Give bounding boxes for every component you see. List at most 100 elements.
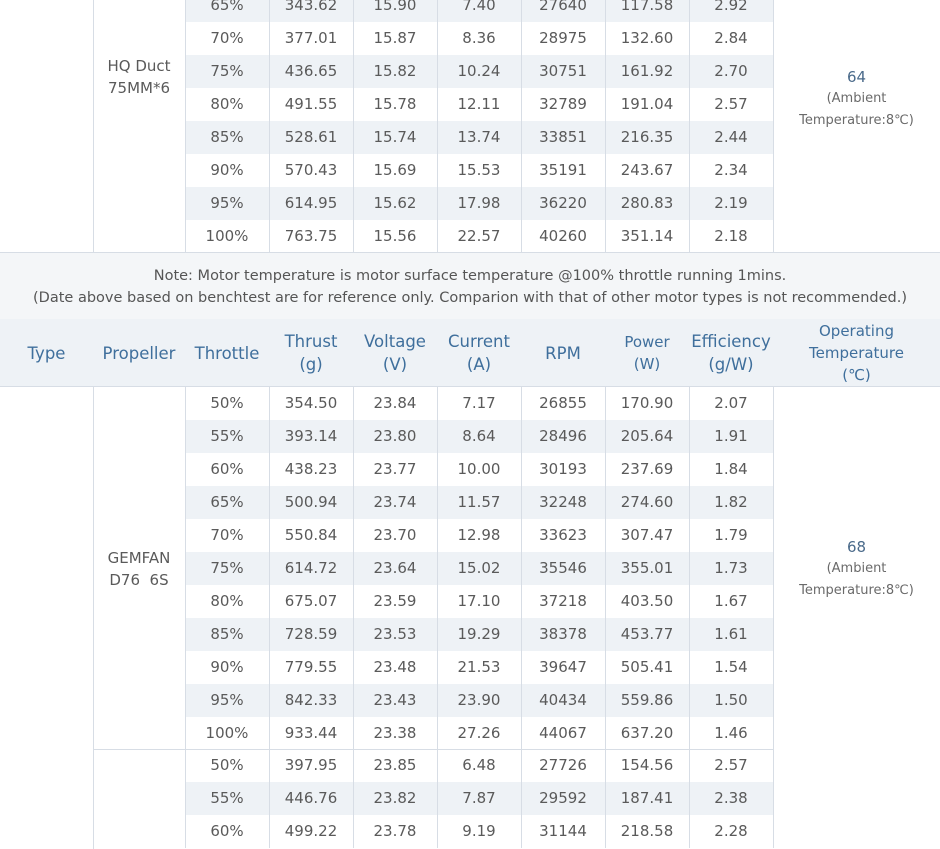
cell-thrust: 438.23: [284, 460, 338, 478]
cell-thrust: 933.44: [284, 724, 338, 742]
cell-throttle: 70%: [210, 29, 244, 47]
cell-power: 154.56: [620, 756, 674, 774]
cell-thrust: 499.22: [284, 822, 338, 840]
cell-throttle: 55%: [210, 789, 244, 807]
cell-rpm: 44067: [539, 724, 587, 742]
table-row: 80% 491.55 15.78 12.11 32789 191.04 2.57: [185, 88, 773, 121]
table-row: 100% 933.44 23.38 27.26 44067 637.20 1.46: [185, 717, 773, 750]
table-section-gemfan: 50% 354.50 23.84 7.17 26855 170.90 2.07 55% 393.…: [0, 387, 940, 750]
table-row: 85% 528.61 15.74 13.74 33851 216.35 2.44: [185, 121, 773, 154]
cell-current: 23.90: [457, 691, 501, 709]
cell-power: 307.47: [620, 526, 674, 544]
table-row: 60% 499.22 23.78 9.19 31144 218.58 2.28: [185, 815, 773, 848]
cell-power: 191.04: [620, 95, 674, 113]
cell-power: 351.14: [620, 227, 674, 245]
table-row: 85% 728.59 23.53 19.29 38378 453.77 1.61: [185, 618, 773, 651]
cell-power: 355.01: [620, 559, 674, 577]
cell-throttle: 75%: [210, 559, 244, 577]
cell-power: 237.69: [620, 460, 674, 478]
cell-efficiency: 1.82: [714, 493, 748, 511]
header-type: Type: [27, 343, 66, 363]
cell-voltage: 15.82: [373, 62, 417, 80]
cell-rpm: 29592: [539, 789, 587, 807]
header-rpm: RPM: [545, 343, 581, 363]
cell-throttle: 70%: [210, 526, 244, 544]
header-voltage: Voltage (V): [364, 332, 426, 374]
table-row: 80% 675.07 23.59 17.10 37218 403.50 1.67: [185, 585, 773, 618]
cell-efficiency: 2.07: [714, 394, 748, 412]
cell-power: 117.58: [620, 0, 674, 14]
cell-throttle: 80%: [210, 592, 244, 610]
header-operating-temperature: Operating Temperature (℃): [808, 322, 905, 384]
cell-throttle: 75%: [210, 62, 244, 80]
cell-thrust: 675.07: [284, 592, 338, 610]
cell-current: 9.19: [462, 822, 496, 840]
cell-thrust: 500.94: [284, 493, 338, 511]
cell-voltage: 23.64: [373, 559, 417, 577]
cell-voltage: 23.78: [373, 822, 417, 840]
cell-thrust: 446.76: [284, 789, 338, 807]
cell-efficiency: 2.70: [714, 62, 748, 80]
cell-voltage: 15.74: [373, 128, 417, 146]
cell-thrust: 491.55: [284, 95, 338, 113]
cell-efficiency: 2.38: [714, 789, 748, 807]
cell-efficiency: 2.19: [714, 194, 748, 212]
cell-efficiency: 1.50: [714, 691, 748, 709]
cell-rpm: 28975: [539, 29, 587, 47]
cell-throttle: 90%: [210, 658, 244, 676]
cell-efficiency: 2.44: [714, 128, 748, 146]
cell-efficiency: 2.34: [714, 161, 748, 179]
propeller-cell: GEMFAN D76 6S: [93, 387, 185, 750]
cell-efficiency: 1.91: [714, 427, 748, 445]
cell-voltage: 15.62: [373, 194, 417, 212]
cell-current: 8.64: [462, 427, 496, 445]
cell-voltage: 23.74: [373, 493, 417, 511]
cell-rpm: 27640: [539, 0, 587, 14]
cell-current: 12.98: [457, 526, 501, 544]
cell-thrust: 397.95: [284, 756, 338, 774]
cell-voltage: 23.70: [373, 526, 417, 544]
cell-rpm: 38378: [539, 625, 587, 643]
cell-voltage: 23.82: [373, 789, 417, 807]
cell-rpm: 39647: [539, 658, 587, 676]
table-row: 65% 343.62 15.90 7.40 27640 117.58 2.92: [185, 0, 773, 22]
header-throttle: Throttle: [194, 343, 260, 363]
cell-thrust: 728.59: [284, 625, 338, 643]
cell-voltage: 23.48: [373, 658, 417, 676]
cell-current: 10.24: [457, 62, 501, 80]
cell-power: 280.83: [620, 194, 674, 212]
table-row: 55% 446.76 23.82 7.87 29592 187.41 2.38: [185, 782, 773, 815]
cell-voltage: 23.77: [373, 460, 417, 478]
cell-rpm: 40434: [539, 691, 587, 709]
cell-rpm: 33623: [539, 526, 587, 544]
header-propeller: Propeller: [102, 343, 176, 363]
cell-current: 13.74: [457, 128, 501, 146]
cell-rpm: 36220: [539, 194, 587, 212]
cell-current: 7.17: [462, 394, 496, 412]
operating-temperature-cell: 68 (Ambient Temperature:8℃): [773, 387, 940, 750]
propeller-cell: HQ Duct 75MM*6: [93, 0, 185, 165]
table-row: 90% 570.43 15.69 15.53 35191 243.67 2.34: [185, 154, 773, 187]
table-row: 50% 397.95 23.85 6.48 27726 154.56 2.57: [185, 749, 773, 782]
cell-power: 637.20: [620, 724, 674, 742]
cell-thrust: 436.65: [284, 62, 338, 80]
cell-efficiency: 1.67: [714, 592, 748, 610]
cell-throttle: 95%: [210, 194, 244, 212]
cell-voltage: 23.59: [373, 592, 417, 610]
table-row: 75% 614.72 23.64 15.02 35546 355.01 1.73: [185, 552, 773, 585]
cell-efficiency: 2.57: [714, 756, 748, 774]
cell-rpm: 28496: [539, 427, 587, 445]
cell-efficiency: 2.92: [714, 0, 748, 14]
cell-rpm: 27726: [539, 756, 587, 774]
cell-thrust: 763.75: [284, 227, 338, 245]
cell-throttle: 50%: [210, 394, 244, 412]
cell-rpm: 35191: [539, 161, 587, 179]
cell-throttle: 95%: [210, 691, 244, 709]
cell-current: 15.53: [457, 161, 501, 179]
cell-rpm: 30751: [539, 62, 587, 80]
cell-efficiency: 1.61: [714, 625, 748, 643]
table-row: 60% 438.23 23.77 10.00 30193 237.69 1.84: [185, 453, 773, 486]
cell-throttle: 65%: [210, 493, 244, 511]
cell-thrust: 550.84: [284, 526, 338, 544]
table-row: 70% 550.84 23.70 12.98 33623 307.47 1.79: [185, 519, 773, 552]
